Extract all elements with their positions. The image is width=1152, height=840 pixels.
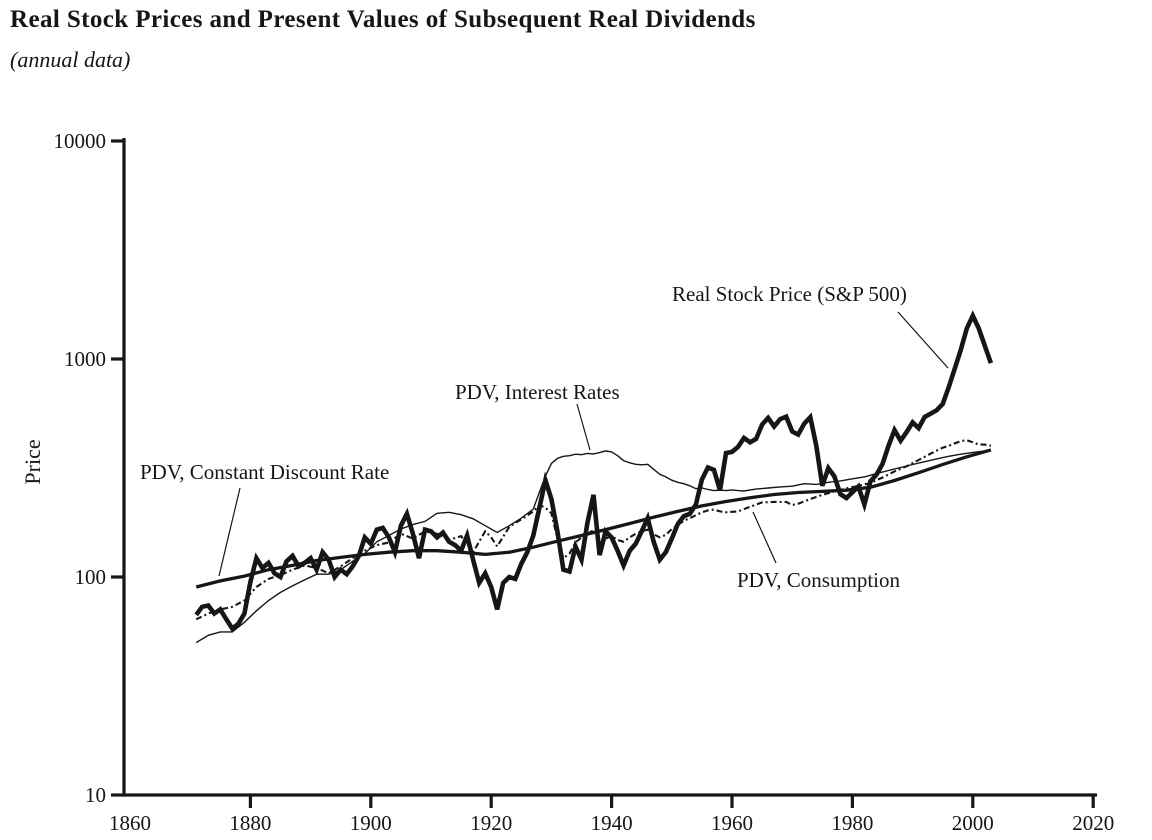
x-tick-label: 1960 bbox=[711, 811, 753, 835]
y-axis-title: Price bbox=[20, 439, 45, 485]
x-tick-label: 1900 bbox=[350, 811, 392, 835]
y-tick-label: 10 bbox=[85, 783, 106, 807]
leader-line-interest-rates bbox=[576, 403, 591, 451]
annotation-pdv-interest-rates: PDV, Interest Rates bbox=[455, 380, 620, 404]
leader-line-constant-discount bbox=[218, 487, 241, 577]
y-tick-label: 100 bbox=[75, 565, 107, 589]
x-tick-label: 1940 bbox=[591, 811, 633, 835]
chart-subtitle: (annual data) bbox=[10, 47, 131, 72]
x-tick-label: 2000 bbox=[952, 811, 994, 835]
chart-title: Real Stock Prices and Present Values of … bbox=[10, 6, 756, 33]
series-consumption-line bbox=[195, 439, 992, 621]
x-tick-label: 1860 bbox=[109, 811, 151, 835]
y-tick-label: 1000 bbox=[64, 347, 106, 371]
annotation-pdv-constant-discount: PDV, Constant Discount Rate bbox=[140, 460, 390, 484]
leader-line-real-stock-price bbox=[897, 311, 949, 369]
x-tick-label: 1880 bbox=[229, 811, 271, 835]
series-sp500-line bbox=[194, 310, 994, 632]
annotation-pdv-consumption: PDV, Consumption bbox=[737, 568, 900, 592]
y-tick-label: 10000 bbox=[54, 129, 107, 153]
x-tick-label: 1980 bbox=[831, 811, 873, 835]
x-tick-label: 2020 bbox=[1072, 811, 1114, 835]
leader-line-consumption bbox=[752, 511, 777, 564]
x-tick-label: 1920 bbox=[470, 811, 512, 835]
annotation-real-stock-price: Real Stock Price (S&P 500) bbox=[672, 282, 907, 306]
series-interest_rates-line bbox=[195, 449, 991, 644]
